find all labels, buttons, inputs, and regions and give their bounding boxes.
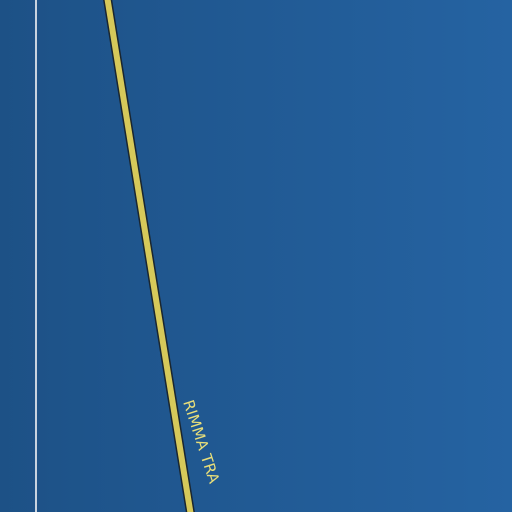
road-rimma-trail[interactable]	[103, 0, 195, 512]
road-fill	[104, 0, 194, 512]
